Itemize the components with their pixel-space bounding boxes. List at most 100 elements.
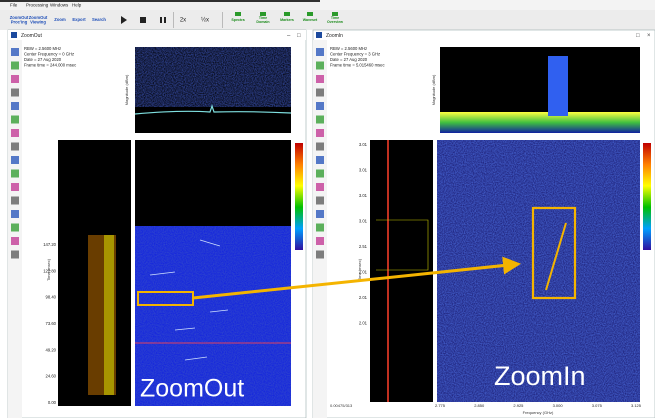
info-text: Center Frequency = 3 GHz	[330, 52, 380, 57]
time-tick-label: 24.60	[46, 374, 57, 379]
side-icon[interactable]	[11, 251, 19, 259]
view-button[interactable]: Domain	[256, 20, 269, 24]
info-text: Date = 27 Aug 2020	[24, 57, 62, 62]
time-tick-label: 3.01	[359, 193, 368, 198]
toolbar-button[interactable]: Proc'ing	[11, 19, 28, 24]
time-tick-label: 3.01	[359, 168, 368, 173]
info-text: RBW = 2.5600 MHz	[24, 46, 61, 51]
side-icon[interactable]	[316, 197, 324, 205]
side-icon[interactable]	[316, 129, 324, 137]
side-icon[interactable]	[316, 116, 324, 124]
side-icon[interactable]	[11, 156, 19, 164]
side-icon[interactable]	[11, 89, 19, 97]
frequency-tick-label: 2.775	[435, 403, 446, 408]
magnitude-panel	[370, 140, 433, 402]
side-icon[interactable]	[316, 102, 324, 110]
time-tick-label: 49.20	[46, 347, 57, 352]
window-icon	[11, 32, 17, 38]
toolbar-button[interactable]: Search	[92, 17, 106, 22]
time-tick-label: 122.80	[43, 268, 56, 273]
time-tick-label: 147.20	[43, 242, 56, 247]
menu-item[interactable]: File	[10, 3, 18, 8]
info-text: Frame time = 244.000 msec	[24, 63, 76, 68]
side-icon[interactable]	[11, 62, 19, 70]
time-tick-label: 3.01	[359, 142, 368, 147]
view-button[interactable]: Overview	[327, 20, 343, 24]
side-icon[interactable]	[11, 116, 19, 124]
side-icon[interactable]	[316, 170, 324, 178]
side-icon[interactable]	[316, 251, 324, 259]
pause-icon[interactable]	[164, 17, 166, 23]
side-icon[interactable]	[11, 75, 19, 83]
scale-button[interactable]: 2x	[180, 18, 186, 24]
side-icon[interactable]	[11, 102, 19, 110]
window-button[interactable]: □	[297, 33, 301, 39]
side-icon[interactable]	[11, 224, 19, 232]
side-icon[interactable]	[11, 210, 19, 218]
side-icon[interactable]	[316, 224, 324, 232]
window-button[interactable]: □	[636, 33, 640, 39]
top-strip	[0, 0, 320, 2]
time-tick-label: 2.51	[359, 244, 368, 249]
view-icon	[284, 12, 290, 16]
view-button[interactable]: Markers	[280, 18, 294, 22]
frequency-tick-label: 3.000	[553, 403, 564, 408]
screenshot: File ProcessingWindowsHelp ZoomOut Proc'ing…	[0, 0, 655, 418]
window-icon	[316, 32, 322, 38]
time-tick-label: 98.40	[46, 295, 57, 300]
view-icon	[307, 12, 313, 16]
view-button[interactable]: Waveset	[303, 18, 318, 22]
menu-item[interactable]: Windows	[50, 3, 69, 8]
title-bar	[8, 30, 306, 40]
window-title: ZoomIn	[326, 33, 343, 39]
caption: ZoomOut	[140, 375, 244, 403]
separator	[222, 12, 223, 28]
spectrum-fill	[135, 47, 291, 107]
axis-label: Frequency (GHz)	[523, 410, 554, 415]
time-tick-label: 2.01	[359, 295, 368, 300]
time-tick-label: 73.60	[46, 321, 57, 326]
corner-label: 0.00475/313	[330, 403, 353, 408]
toolbar-button[interactable]: Viewing	[30, 19, 46, 24]
window-button[interactable]: ×	[647, 33, 651, 39]
side-icon[interactable]	[11, 183, 19, 191]
pause-icon[interactable]	[160, 17, 162, 23]
time-tick-label: 2.01	[359, 321, 368, 326]
side-icon[interactable]	[316, 210, 324, 218]
side-icon[interactable]	[11, 170, 19, 178]
side-icon[interactable]	[11, 48, 19, 56]
menu-item[interactable]: Processing	[26, 3, 49, 8]
side-icon[interactable]	[316, 237, 324, 245]
side-icon[interactable]	[11, 143, 19, 151]
axis-label: Magnitude (dBm)	[124, 74, 129, 105]
view-button[interactable]: Spectra	[231, 18, 245, 22]
time-tick-label: 2.01	[359, 270, 368, 275]
side-icon[interactable]	[316, 143, 324, 151]
info-text: Date = 27 Aug 2020	[330, 57, 368, 62]
frequency-tick-label: 3.125	[631, 403, 642, 408]
toolbar-button[interactable]: Export	[72, 17, 86, 22]
axis-label: Magnitude (dBm)	[431, 74, 436, 105]
side-icon[interactable]	[316, 62, 324, 70]
info-text: Center Frequency = 0 GHz	[24, 52, 74, 57]
scale-button[interactable]: ½x	[201, 17, 209, 24]
side-icon[interactable]	[316, 89, 324, 97]
side-icon[interactable]	[11, 237, 19, 245]
time-tick-label: 0.00	[48, 400, 57, 405]
spectrum-floor	[440, 112, 640, 133]
frequency-tick-label: 2.850	[474, 403, 485, 408]
side-icon[interactable]	[11, 129, 19, 137]
side-icon[interactable]	[11, 197, 19, 205]
separator	[173, 12, 174, 28]
menu-item[interactable]: Help	[72, 3, 82, 8]
side-icon[interactable]	[316, 75, 324, 83]
side-icon[interactable]	[316, 183, 324, 191]
frequency-tick-label: 2.925	[513, 403, 524, 408]
window-title: ZoomOut	[21, 33, 42, 39]
toolbar-button[interactable]: Zoom	[54, 17, 66, 22]
side-icon[interactable]	[316, 156, 324, 164]
time-tick-label: 3.01	[359, 219, 368, 224]
side-icon[interactable]	[316, 48, 324, 56]
stop-icon[interactable]	[140, 17, 146, 23]
view-icon	[235, 12, 241, 16]
